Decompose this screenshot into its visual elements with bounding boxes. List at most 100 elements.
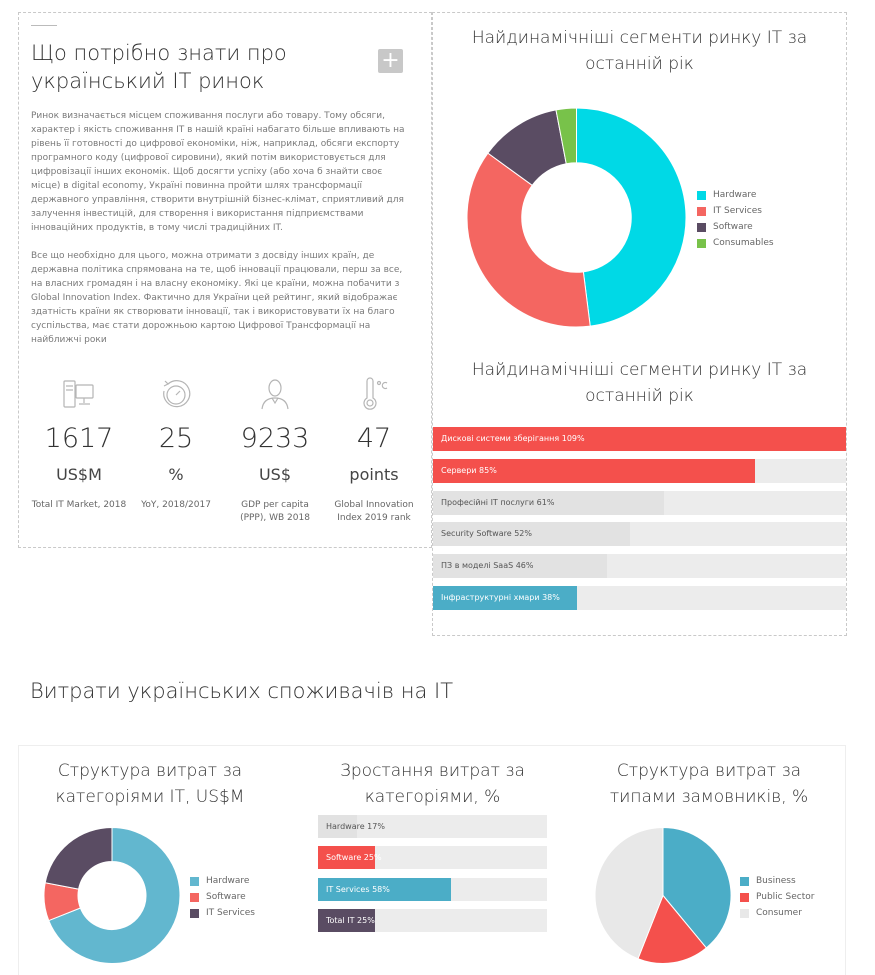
segments-card [432,12,847,636]
info-paragraph-1: Ринок визначається місцем споживання пос… [31,111,405,233]
title-rule [31,25,57,26]
market-info-card: Що потрібно знати про український IT рин… [18,12,432,548]
legend-label: Software [713,222,753,232]
growth-bar-row: IT Services 58% [318,877,547,901]
segment-bar-fill [433,490,664,515]
thermometer-icon [326,371,422,411]
segment-bar-fill [433,458,755,483]
legend-label: IT Services [713,206,762,216]
plus-icon: + [381,48,400,73]
stat-value: 9233 [240,423,310,454]
segment-bar-label: Інфраструктурні хмари 38% [441,593,560,602]
expand-button[interactable]: + [378,49,403,73]
legend-swatch [740,876,749,886]
segment-bar-fill [433,522,630,547]
computer-icon [31,371,127,411]
growth-bar-label: IT Services 58% [326,884,390,894]
legend-swatch [190,876,199,886]
pie-slice-it-services [467,152,591,327]
legend-item: Consumer [740,905,814,921]
consumer-spending-heading: Витрати українських споживачів на IT [30,679,454,703]
pie-slice-hardware [48,827,180,964]
segment-bar-fill [433,554,607,579]
growth-bar-row: Hardware 17% [318,815,547,838]
stat-unit: % [168,465,184,484]
info-title: Що потрібно знати про український IT рин… [31,41,287,93]
pie-slice-public-sector [637,894,708,964]
legend-label: Consumables [713,238,774,248]
legend-swatch [190,908,199,918]
legend-item: Consumables [697,235,774,251]
legend-label: Public Sector [756,892,815,902]
segment-bar-row: Дискові системи зберігання 109% [433,427,846,451]
segments-pie-title: Найдинамічніші сегменти ринку IT за оста… [471,28,808,74]
segment-bar-label: Професійні IT послуги 61% [441,497,555,507]
growth-bar-label: Total IT 25% [326,915,375,925]
pie-slice-business [662,827,731,949]
consumer-charts-card [18,745,846,975]
segment-bar-label: Сервери 85% [441,465,497,475]
segment-bar-row: Security Software 52% [433,522,846,547]
structure-customers-title: Структура витрат за типами замовників, % [609,761,809,807]
person-icon [227,371,323,411]
pie-slice-consumables [555,108,577,165]
stat-yoy: 25 % YoY, 2018/2017 [128,371,224,512]
stat-value: 1617 [44,423,114,454]
legend-swatch [697,222,706,232]
legend-item: Public Sector [740,889,814,905]
pie-slice-it-services [44,827,113,890]
legend-swatch [740,892,749,902]
growth-bar-fill [318,877,451,901]
legend-swatch [190,892,199,902]
legend-item: Software [190,889,255,905]
legend-label: Hardware [206,876,250,886]
segments-bar-title: Найдинамічніші сегменти ринку IT за оста… [471,360,808,406]
segments-donut-chart [467,108,686,327]
pie-slice-hardware [576,108,686,327]
growth-bar-fill [318,815,357,838]
stat-gdp: 9233 US$ GDP per capita (PPP), WB 2018 [227,371,323,525]
legend-label: Business [756,876,796,886]
growth-bar-fill [318,908,375,932]
growth-categories-title: Зростання витрат за категоріями, % [340,761,525,807]
structure-customers-pie [595,827,731,964]
growth-bar-fill [318,846,375,870]
pie-slice-consumer [595,827,664,960]
segment-bar-label: ПЗ в моделі SaaS 46% [441,561,534,571]
structure-customers-legend: Business Public Sector Consumer [740,873,814,921]
legend-item: Hardware [697,187,774,203]
stat-unit: US$M [56,465,102,484]
legend-swatch [697,206,706,216]
legend-swatch [740,908,749,918]
segment-bar-row: Сервери 85% [433,458,846,483]
stat-total-market: 1617 US$M Total IT Market, 2018 [31,371,127,512]
structure-categories-title: Структура витрат за категоріями IT, US$M [55,761,245,807]
legend-label: Consumer [756,908,802,918]
stat-caption: YoY, 2018/2017 [141,500,211,510]
legend-swatch [697,190,706,200]
structure-categories-legend: Hardware Software IT Services [190,873,255,921]
legend-label: Hardware [713,190,757,200]
stat-value: 25 [158,423,194,454]
stat-caption: GDP per capita (PPP), WB 2018 [240,500,310,523]
structure-categories-donut [44,827,180,964]
legend-item: Software [697,219,774,235]
growth-bar-label: Hardware 17% [326,822,385,831]
speedometer-icon [128,371,224,411]
segment-bar-row: ПЗ в моделі SaaS 46% [433,554,846,579]
segment-bar-label: Дискові системи зберігання 109% [441,434,585,443]
legend-label: Software [206,892,246,902]
growth-bar-row: Total IT 25% [318,908,547,932]
legend-item: IT Services [697,203,774,219]
stat-unit: US$ [258,465,292,484]
stat-value: 47 [356,423,392,454]
stat-caption: Total IT Market, 2018 [31,500,127,510]
legend-item: Hardware [190,873,255,889]
segment-bar-fill [433,427,846,451]
growth-bar-row: Software 25% [318,846,547,870]
segment-bar-label: Security Software 52% [441,529,532,539]
legend-item: Business [740,873,814,889]
stat-caption: Global Innovation Index 2019 rank [334,500,414,523]
legend-item: IT Services [190,905,255,921]
growth-bar-label: Software 25% [326,853,382,863]
